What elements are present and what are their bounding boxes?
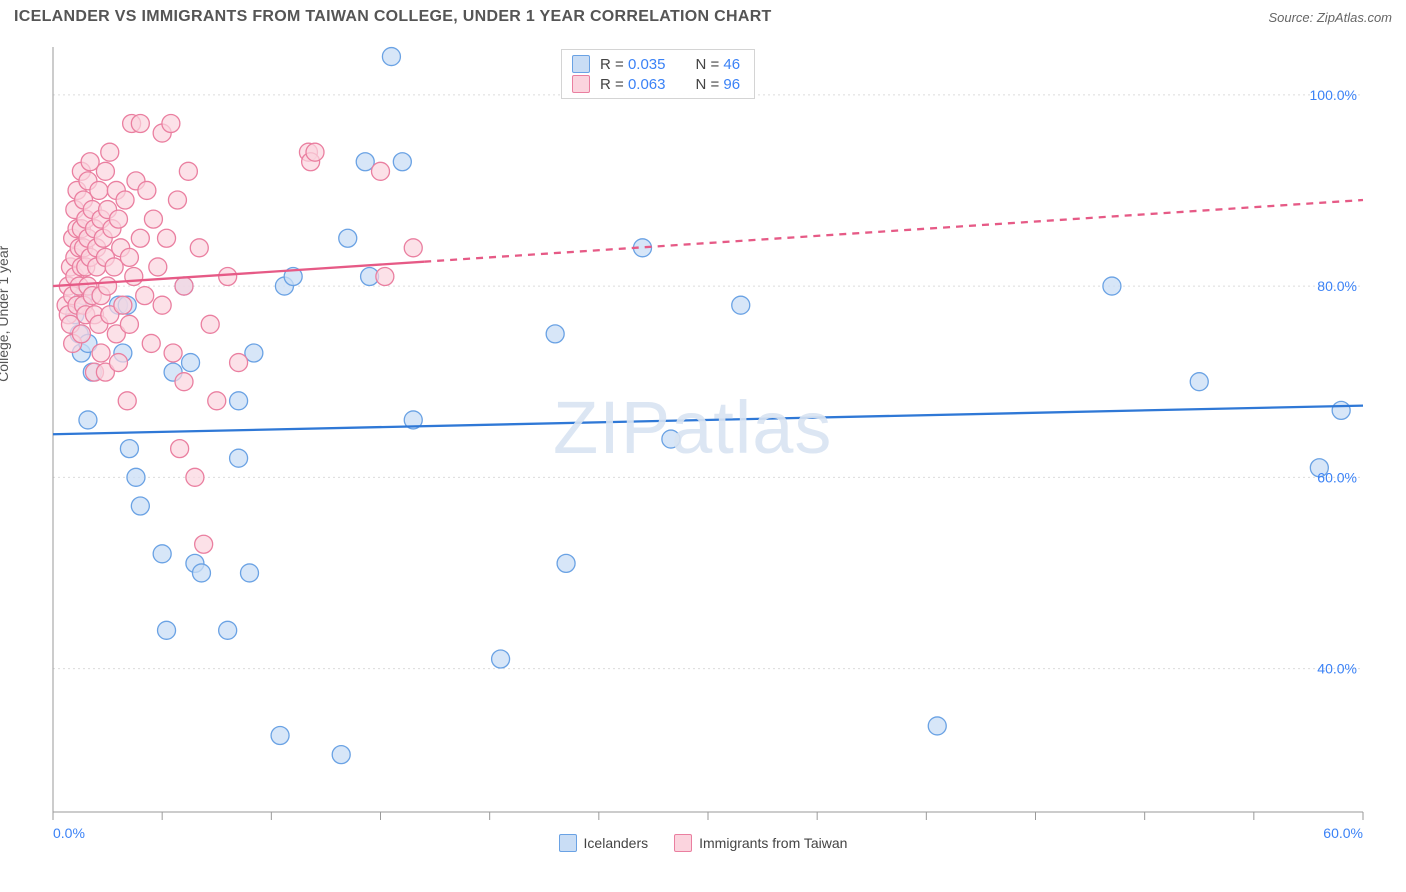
data-point bbox=[131, 229, 149, 247]
data-point bbox=[149, 258, 167, 276]
data-point bbox=[120, 440, 138, 458]
data-point bbox=[306, 143, 324, 161]
regression-line bbox=[53, 406, 1363, 435]
data-point bbox=[190, 239, 208, 257]
chart-header: ICELANDER VS IMMIGRANTS FROM TAIWAN COLL… bbox=[0, 0, 1406, 32]
data-point bbox=[120, 315, 138, 333]
data-point bbox=[179, 162, 197, 180]
data-point bbox=[195, 535, 213, 553]
data-point bbox=[1103, 277, 1121, 295]
legend-item: Icelanders bbox=[559, 834, 649, 852]
data-point bbox=[271, 727, 289, 745]
data-point bbox=[101, 143, 119, 161]
y-tick-label: 40.0% bbox=[1317, 661, 1357, 677]
data-point bbox=[1332, 401, 1350, 419]
regression-line-dashed bbox=[424, 200, 1363, 262]
data-point bbox=[492, 650, 510, 668]
data-point bbox=[339, 229, 357, 247]
data-point bbox=[404, 239, 422, 257]
data-point bbox=[1190, 373, 1208, 391]
data-point bbox=[142, 334, 160, 352]
data-point bbox=[114, 296, 132, 314]
data-point bbox=[138, 181, 156, 199]
legend-swatch bbox=[572, 75, 590, 93]
y-axis-label: College, Under 1 year bbox=[0, 246, 11, 382]
data-point bbox=[372, 162, 390, 180]
data-point bbox=[230, 392, 248, 410]
data-point bbox=[208, 392, 226, 410]
y-tick-label: 80.0% bbox=[1317, 278, 1357, 294]
data-point bbox=[164, 344, 182, 362]
data-point bbox=[662, 430, 680, 448]
legend-swatch bbox=[572, 55, 590, 73]
data-point bbox=[230, 449, 248, 467]
legend-swatch bbox=[559, 834, 577, 852]
data-point bbox=[144, 210, 162, 228]
chart-area: College, Under 1 year 40.0%60.0%80.0%100… bbox=[13, 32, 1393, 852]
legend-n-label: N = 96 bbox=[695, 76, 740, 93]
data-point bbox=[110, 210, 128, 228]
data-point bbox=[732, 296, 750, 314]
data-point bbox=[230, 354, 248, 372]
data-point bbox=[186, 468, 204, 486]
data-point bbox=[131, 497, 149, 515]
data-point bbox=[382, 48, 400, 66]
data-point bbox=[182, 354, 200, 372]
data-point bbox=[158, 621, 176, 639]
data-point bbox=[332, 746, 350, 764]
data-point bbox=[131, 115, 149, 133]
data-point bbox=[241, 564, 259, 582]
data-point bbox=[92, 344, 110, 362]
data-point bbox=[79, 411, 97, 429]
data-point bbox=[162, 115, 180, 133]
y-tick-label: 100.0% bbox=[1310, 87, 1357, 103]
data-point bbox=[175, 277, 193, 295]
data-point bbox=[118, 392, 136, 410]
data-point bbox=[219, 268, 237, 286]
data-point bbox=[557, 554, 575, 572]
legend-label: Immigrants from Taiwan bbox=[699, 835, 847, 851]
legend-r-label: R = 0.035 bbox=[600, 56, 665, 73]
data-point bbox=[120, 248, 138, 266]
data-point bbox=[376, 268, 394, 286]
data-point bbox=[116, 191, 134, 209]
data-point bbox=[110, 354, 128, 372]
data-point bbox=[96, 162, 114, 180]
data-point bbox=[90, 181, 108, 199]
legend-row: R = 0.063 N = 96 bbox=[572, 74, 740, 94]
legend-n-label: N = 46 bbox=[695, 56, 740, 73]
data-point bbox=[175, 373, 193, 391]
data-point bbox=[219, 621, 237, 639]
data-point bbox=[393, 153, 411, 171]
legend-r-label: R = 0.063 bbox=[600, 76, 665, 93]
data-point bbox=[153, 545, 171, 563]
y-tick-label: 60.0% bbox=[1317, 469, 1357, 485]
data-point bbox=[158, 229, 176, 247]
data-point bbox=[171, 440, 189, 458]
scatter-plot-svg: 40.0%60.0%80.0%100.0%0.0%60.0% bbox=[13, 32, 1393, 852]
data-point bbox=[72, 325, 90, 343]
legend-label: Icelanders bbox=[584, 835, 649, 851]
series-legend: Icelanders Immigrants from Taiwan bbox=[13, 834, 1393, 852]
data-point bbox=[168, 191, 186, 209]
correlation-legend: R = 0.035 N = 46 R = 0.063 N = 96 bbox=[561, 49, 755, 99]
source-label: Source: ZipAtlas.com bbox=[1268, 10, 1392, 25]
data-point bbox=[153, 296, 171, 314]
chart-title: ICELANDER VS IMMIGRANTS FROM TAIWAN COLL… bbox=[14, 8, 772, 26]
data-point bbox=[201, 315, 219, 333]
legend-row: R = 0.035 N = 46 bbox=[572, 54, 740, 74]
data-point bbox=[125, 268, 143, 286]
data-point bbox=[546, 325, 564, 343]
data-point bbox=[127, 468, 145, 486]
legend-swatch bbox=[674, 834, 692, 852]
legend-item: Immigrants from Taiwan bbox=[674, 834, 847, 852]
data-point bbox=[99, 277, 117, 295]
data-point bbox=[192, 564, 210, 582]
data-point bbox=[928, 717, 946, 735]
data-point bbox=[136, 287, 154, 305]
